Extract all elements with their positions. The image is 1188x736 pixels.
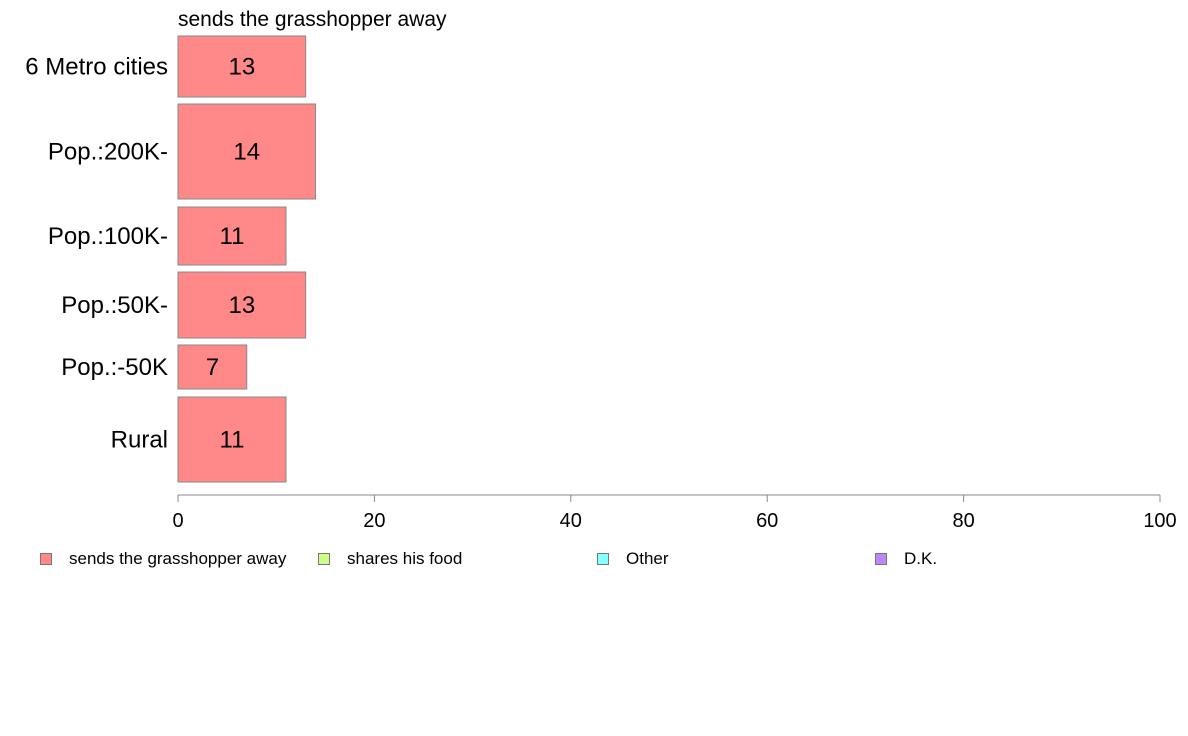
bar (177, 344, 248, 390)
legend-item: sends the grasshopper away (40, 549, 286, 569)
legend-label: Other (626, 549, 669, 568)
legend-item: Other (597, 549, 669, 569)
category-label: Pop.:-50K (61, 354, 168, 381)
legend-item: D.K. (875, 549, 937, 569)
data-label: 13 (228, 292, 255, 319)
legend: sends the grasshopper away shares his fo… (0, 549, 1188, 569)
bar (177, 206, 287, 266)
bar (177, 103, 316, 200)
data-label: 7 (206, 354, 219, 381)
chart-title: sends the grasshopper away (178, 8, 447, 31)
category-label: Pop.:200K- (48, 139, 168, 166)
category-label: 6 Metro cities (25, 54, 168, 81)
x-tick-label: 0 (172, 510, 183, 532)
category-label: Pop.:100K- (48, 223, 168, 250)
bar (177, 35, 307, 98)
legend-label: shares his food (347, 549, 463, 568)
legend-item: shares his food (318, 549, 462, 569)
legend-label: D.K. (904, 549, 938, 568)
legend-swatch (318, 553, 330, 565)
legend-label: sends the grasshopper away (69, 549, 287, 568)
x-tick-label: 60 (756, 510, 778, 532)
data-label: 11 (220, 427, 245, 454)
data-label: 13 (228, 54, 255, 81)
x-tick-label: 80 (952, 510, 974, 532)
x-tick-label: 20 (363, 510, 385, 532)
x-tick-label: 100 (1143, 510, 1176, 532)
bar (177, 396, 287, 483)
data-label: 11 (220, 223, 245, 250)
data-label: 14 (233, 139, 260, 166)
legend-swatch (875, 553, 887, 565)
bar (177, 271, 307, 339)
legend-swatch (40, 553, 52, 565)
x-tick-label: 40 (560, 510, 582, 532)
category-label: Rural (111, 427, 168, 454)
category-label: Pop.:50K- (61, 292, 168, 319)
legend-swatch (597, 553, 609, 565)
